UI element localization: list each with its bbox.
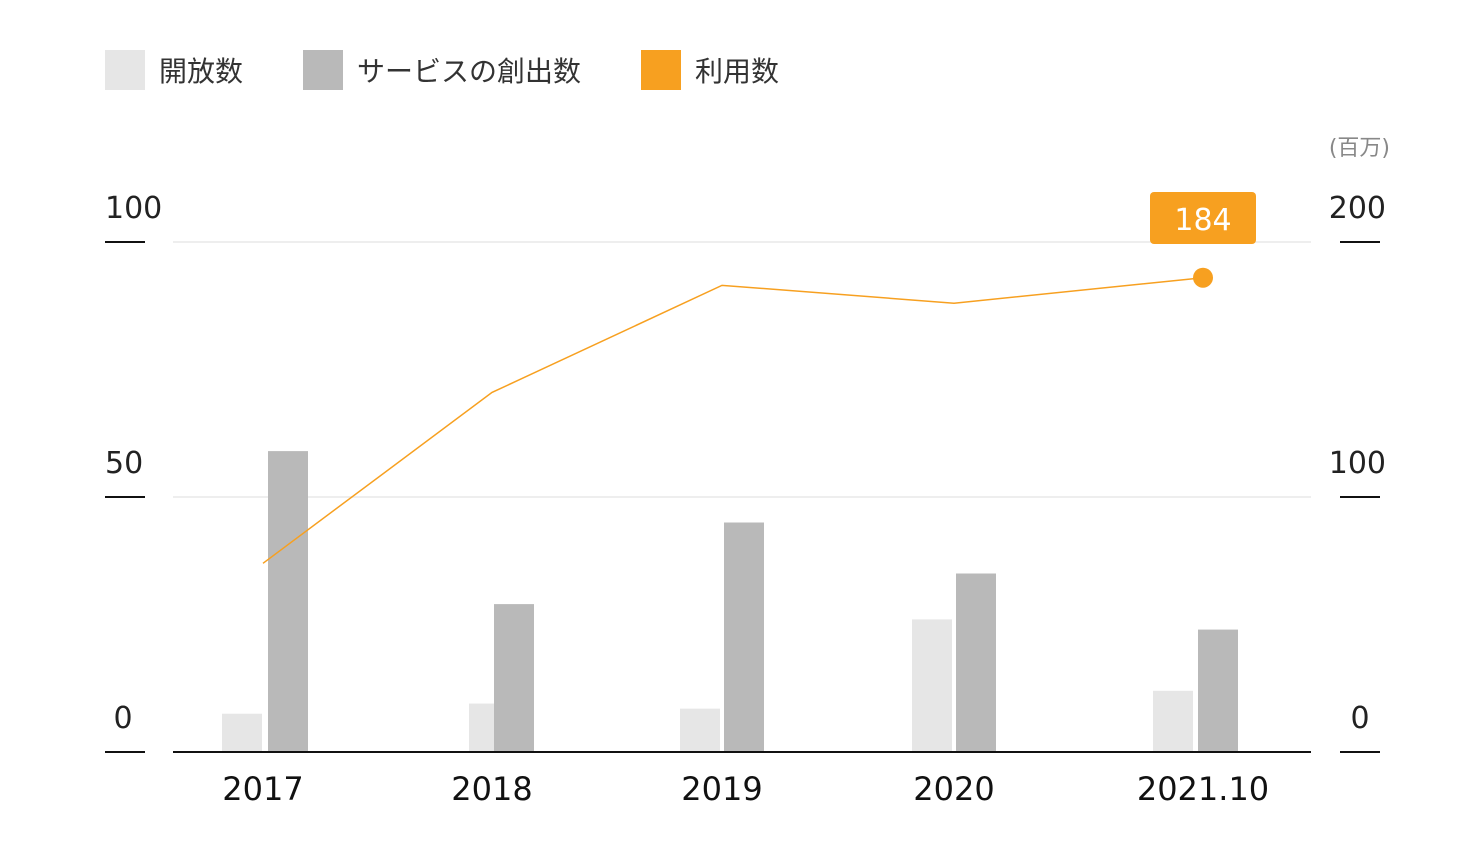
bar-open-count [680, 708, 720, 752]
left-axis-tick-label: 100 [105, 191, 162, 226]
legend: 開放数 サービスの創出数 利用数 [105, 50, 839, 90]
right-axis-unit-label: (百万) [1328, 136, 1390, 161]
line-usage-count [262, 276, 1204, 564]
legend-item-service-created: サービスの創出数 [303, 50, 581, 90]
legend-swatch-service-created [303, 50, 344, 90]
bar-open-count [912, 619, 952, 752]
bar-service-created [494, 604, 534, 752]
left-axis-tick-label: 50 [105, 446, 143, 481]
bar-open-count [222, 713, 262, 752]
legend-item-usage-count: 利用数 [641, 50, 779, 90]
bar-service-created [1198, 629, 1238, 752]
point-usage-count [1193, 267, 1213, 288]
right-axis-tick-label: 200 [1329, 191, 1386, 226]
callout-badge [1150, 192, 1256, 244]
legend-swatch-usage-count [641, 50, 682, 90]
x-axis-category-label: 2017 [222, 770, 303, 808]
x-axis-category-label: 2019 [681, 770, 762, 808]
bar-service-created [724, 522, 764, 752]
x-axis-category-label: 2021.10 [1137, 770, 1269, 808]
legend-label-open-count: 開放数 [159, 55, 244, 88]
bar-open-count [1153, 690, 1193, 752]
right-axis-tick-label: 0 [1350, 701, 1369, 736]
legend-label-service-created: サービスの創出数 [357, 55, 582, 88]
bar-service-created [956, 573, 996, 752]
legend-item-open-count: 開放数 [105, 50, 243, 90]
bar-service-created [268, 451, 308, 752]
x-axis-category-label: 2018 [451, 770, 532, 808]
left-axis-tick-label: 0 [113, 701, 132, 736]
legend-label-usage-count: 利用数 [695, 55, 780, 88]
x-axis-category-label: 2020 [913, 770, 994, 808]
right-axis-tick-label: 100 [1329, 446, 1386, 481]
legend-swatch-open-count [105, 50, 145, 90]
callout-value-label: 184 [1174, 203, 1231, 238]
